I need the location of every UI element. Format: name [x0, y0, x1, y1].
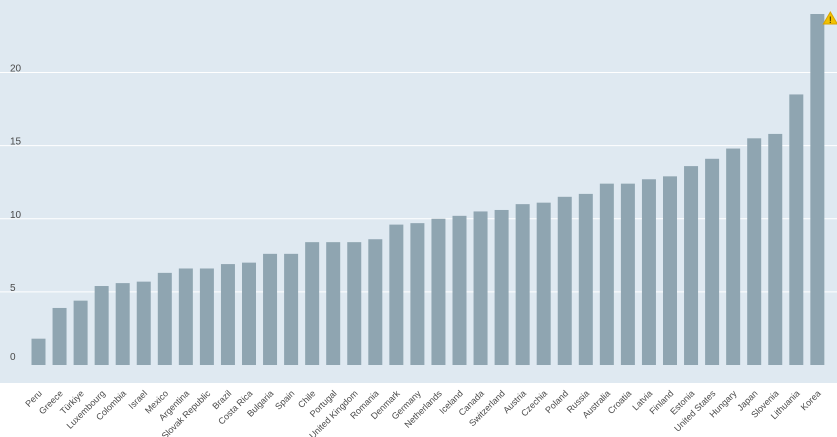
bar-chile [305, 242, 320, 365]
y-tick-label: 0 [10, 352, 16, 363]
bar-canada [473, 211, 488, 365]
y-tick-label: 5 [10, 283, 16, 294]
bar-australia [599, 183, 614, 365]
bar-hungary [726, 148, 741, 365]
bar-slovak-republic [199, 268, 214, 365]
y-axis-ticks: 0 5 10 15 20 [10, 64, 22, 364]
bars [31, 14, 825, 366]
bar-united-states [705, 158, 720, 365]
bar-russia [578, 193, 593, 365]
bar-united-kingdom [347, 242, 362, 365]
bar-denmark [389, 224, 404, 365]
bar-latvia [641, 179, 656, 365]
bar-brazil [220, 264, 235, 365]
bar-iceland [452, 215, 467, 365]
annotations: ! [822, 11, 837, 25]
bar-slovenia [768, 133, 783, 365]
bar-portugal [326, 242, 341, 365]
x-tick-label: Croatia [606, 388, 634, 416]
x-axis-ticks: PeruGreeceTürkiyeLuxembourgColombiaIsrae… [23, 388, 822, 437]
bar-estonia [684, 166, 699, 365]
y-tick-label: 20 [10, 64, 22, 75]
bar-bulgaria [263, 253, 278, 365]
bar-luxembourg [94, 286, 109, 365]
bar-germany [410, 223, 425, 365]
bar-japan [747, 138, 762, 365]
y-tick-label: 10 [10, 210, 22, 221]
bar-mexico [157, 272, 172, 365]
bar-greece [52, 307, 67, 365]
bar-colombia [115, 283, 130, 365]
bar-croatia [620, 183, 635, 365]
bar-finland [663, 176, 677, 365]
bar-peru [31, 338, 46, 365]
bar-korea [810, 14, 825, 365]
warning-icon: ! [822, 11, 837, 25]
y-tick-label: 15 [10, 137, 22, 148]
bar-costa-rica [242, 262, 256, 366]
bar-israel [136, 281, 151, 365]
warning-triangle [822, 11, 837, 25]
bar-switzerland [494, 209, 509, 365]
bar-netherlands [431, 218, 446, 365]
bar-lithuania [789, 94, 804, 365]
x-tick-label: Korea [799, 388, 823, 412]
warning-exclamation: ! [829, 15, 832, 25]
bar-poland [557, 196, 572, 365]
x-tick-label: Poland [543, 388, 570, 415]
bar-austria [515, 204, 530, 366]
bar-spain [284, 253, 299, 365]
bar-argentina [178, 268, 193, 365]
bar-t-rkiye [73, 300, 88, 365]
x-tick-label: Spain [273, 388, 296, 411]
bar-romania [368, 239, 383, 365]
bar-czechia [536, 202, 551, 365]
